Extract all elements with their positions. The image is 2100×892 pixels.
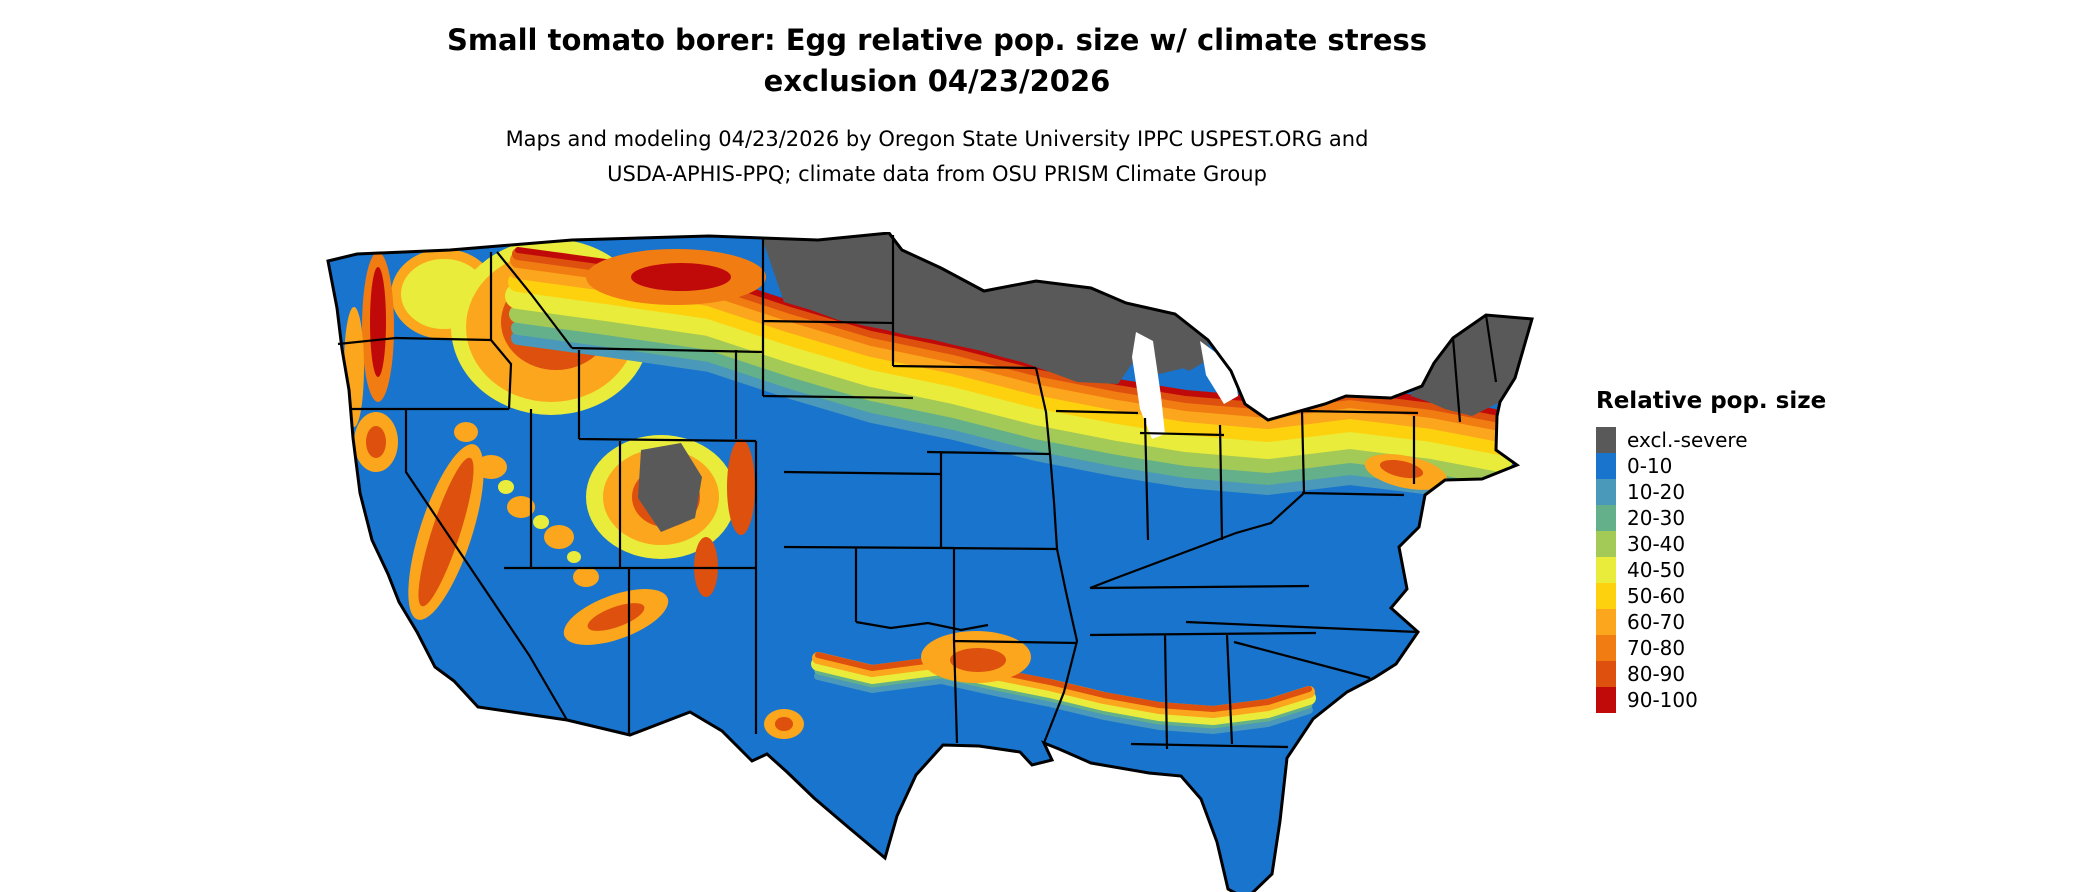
region-wtexas-core [775, 717, 793, 731]
legend-swatch [1596, 609, 1616, 635]
legend-item: 50-60 [1596, 583, 1826, 609]
legend-swatch [1596, 687, 1616, 713]
band-south-teal [814, 672, 1313, 734]
band-north-green [511, 321, 1507, 498]
region-basin-blob5 [454, 422, 478, 442]
region-coastal-ne-core [1379, 459, 1424, 479]
region-basin-blob2 [507, 496, 535, 518]
legend-item: 60-70 [1596, 609, 1826, 635]
legend-label: 50-60 [1627, 584, 1686, 608]
legend-label: 70-80 [1627, 636, 1686, 660]
page-title: Small tomato borer: Egg relative pop. si… [0, 20, 1874, 102]
band-north-yellowgreen [509, 305, 1509, 486]
region-excluded-northeast [1411, 315, 1532, 416]
region-basin-blob4 [573, 567, 599, 587]
band-south-red [815, 652, 1312, 712]
legend-label: 10-20 [1627, 480, 1686, 504]
legend-label: 90-100 [1627, 688, 1698, 712]
legend-swatch [1596, 479, 1616, 505]
legend-label: excl.-severe [1627, 428, 1748, 452]
us-map-svg [326, 231, 1534, 892]
legend-item: 90-100 [1596, 687, 1826, 713]
legend-swatch [1596, 531, 1616, 557]
lake-huron [1200, 341, 1238, 404]
region-excluded-michigan [1156, 327, 1213, 371]
legend-label: 20-30 [1627, 506, 1686, 530]
region-montana-red [631, 263, 731, 291]
region-basin-blob3 [544, 525, 574, 549]
region-basin-yellow1 [498, 480, 514, 494]
page-title-line2: exclusion 04/23/2026 [763, 64, 1111, 98]
map-legend: Relative pop. size excl.-severe 0-10 10-… [1596, 388, 1826, 713]
region-excluded-colorado-rockies [638, 443, 702, 532]
region-basin-yellow2 [533, 515, 549, 529]
legend-label: 30-40 [1627, 532, 1686, 556]
region-mogollon-group [563, 589, 669, 645]
legend-item: 80-90 [1596, 661, 1826, 687]
page-subtitle: Maps and modeling 04/23/2026 by Oregon S… [0, 122, 1874, 192]
region-ozark-red [950, 648, 1006, 672]
legend-label: 60-70 [1627, 610, 1686, 634]
legend-label: 0-10 [1627, 454, 1673, 478]
legend-swatch [1596, 661, 1616, 687]
us-choropleth-map [316, 231, 1556, 892]
region-cascades-core [370, 267, 386, 377]
legend-title: Relative pop. size [1596, 388, 1827, 414]
legend-swatch [1596, 557, 1616, 583]
legend-swatch [1596, 453, 1616, 479]
region-klamath-core [366, 426, 386, 458]
legend-item: 0-10 [1596, 453, 1826, 479]
lake-michigan [1132, 332, 1165, 439]
region-coastal-ne-group [1364, 454, 1448, 490]
region-basin-yellow3 [567, 551, 581, 563]
region-mogollon-core [587, 603, 645, 631]
page-title-line1: Small tomato borer: Egg relative pop. si… [446, 23, 1428, 57]
page-subtitle-line1: Maps and modeling 04/23/2026 by Oregon S… [505, 127, 1369, 151]
legend-swatch [1596, 583, 1616, 609]
legend-item: 30-40 [1596, 531, 1826, 557]
legend-swatch [1596, 635, 1616, 661]
page-subtitle-line2: USDA-APHIS-PPQ; climate data from OSU PR… [607, 162, 1267, 186]
region-basin-blob1 [475, 455, 507, 479]
legend-item: 40-50 [1596, 557, 1826, 583]
region-front-range [727, 439, 755, 535]
band-north-gold [508, 272, 1510, 455]
legend-item: 70-80 [1596, 635, 1826, 661]
us-outline [326, 231, 1534, 892]
band-north-yellow [505, 283, 1513, 472]
legend-item: 10-20 [1596, 479, 1826, 505]
state-borders [337, 235, 1498, 750]
legend-item: 20-30 [1596, 505, 1826, 531]
legend-label: 80-90 [1627, 662, 1686, 686]
region-excluded-upper-midwest [761, 233, 1208, 384]
legend-swatch [1596, 505, 1616, 531]
legend-label: 40-50 [1627, 558, 1686, 582]
legend-swatch [1596, 427, 1616, 453]
legend-item: excl.-severe [1596, 427, 1826, 453]
